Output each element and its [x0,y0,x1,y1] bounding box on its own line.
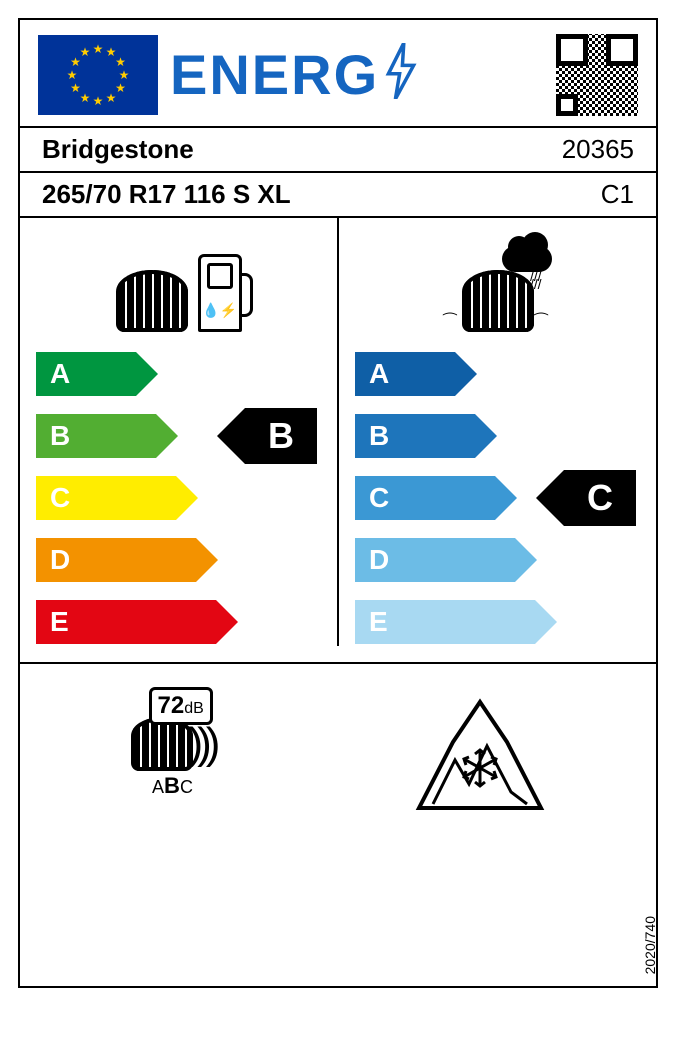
snow-grip-pictogram [415,698,545,818]
rating-arrow: A [355,352,455,396]
rating-arrow: A [36,352,136,396]
rating-arrow: B [355,414,475,458]
rating-arrow: C [36,476,176,520]
wet-rating-scale: ABCCDE [355,350,640,646]
noise-db-unit: dB [184,700,204,717]
rating-row-b: B [355,412,640,460]
tyre-icon [116,270,188,332]
eu-flag-icon: ★★★★★★★★★★★★ [38,35,158,115]
rating-arrow: E [36,600,216,644]
brand-row: Bridgestone 20365 [20,126,656,171]
noise-class-b: B [164,773,180,798]
noise-bubble: 72dB [149,687,213,725]
rating-arrow: E [355,600,535,644]
rating-row-a: A [36,350,321,398]
noise-class-a: A [152,777,164,797]
wet-grip-column: / / // / / ⁀ ⁀ ABCCDE [337,218,656,646]
eu-tyre-label: ★★★★★★★★★★★★ ENERG Bridgestone 20365 265… [18,18,658,988]
fuel-efficiency-column: 💧⚡ ABBCDE [20,218,337,646]
regulation-reference: 2020/740 [642,916,658,974]
rating-row-c: CC [355,474,640,522]
energy-text: ENERG [170,47,379,103]
noise-class-scale: ABC [152,773,193,799]
rating-indicator: C [564,470,636,526]
energy-wordmark: ENERG [170,43,419,108]
rating-indicator: B [245,408,317,464]
rating-arrow: D [36,538,196,582]
rating-row-e: E [36,598,321,646]
rating-row-d: D [355,536,640,584]
tyre-size: 265/70 R17 116 S XL [42,179,291,210]
rating-row-e: E [355,598,640,646]
grades-section: 💧⚡ ABBCDE / / // / / ⁀ ⁀ ABCCDE [20,218,656,662]
noise-block: 72dB ))) ABC [131,717,215,799]
fuel-icon-row: 💧⚡ [36,232,321,332]
tyre-icon [131,717,193,771]
wet-icon-row: / / // / / ⁀ ⁀ [355,232,640,332]
noise-class-c: C [180,777,193,797]
noise-db-value: 72 [158,692,185,719]
footer-section: 72dB ))) ABC [20,662,656,852]
qr-code-icon[interactable] [556,34,638,116]
fuel-rating-scale: ABBCDE [36,350,321,646]
tyre-class: C1 [601,179,634,210]
rating-arrow: C [355,476,495,520]
lightning-bolt-icon [383,43,419,108]
rating-row-c: C [36,474,321,522]
size-row: 265/70 R17 116 S XL C1 [20,171,656,218]
rating-arrow: D [355,538,515,582]
rating-row-a: A [355,350,640,398]
label-header: ★★★★★★★★★★★★ ENERG [20,20,656,126]
rating-arrow: B [36,414,156,458]
fuel-pump-icon: 💧⚡ [198,254,242,332]
rating-row-d: D [36,536,321,584]
brand-name: Bridgestone [42,134,194,165]
article-number: 20365 [562,134,634,165]
rating-row-b: BB [36,412,321,460]
rain-tyre-icon: / / // / / ⁀ ⁀ [448,252,548,332]
